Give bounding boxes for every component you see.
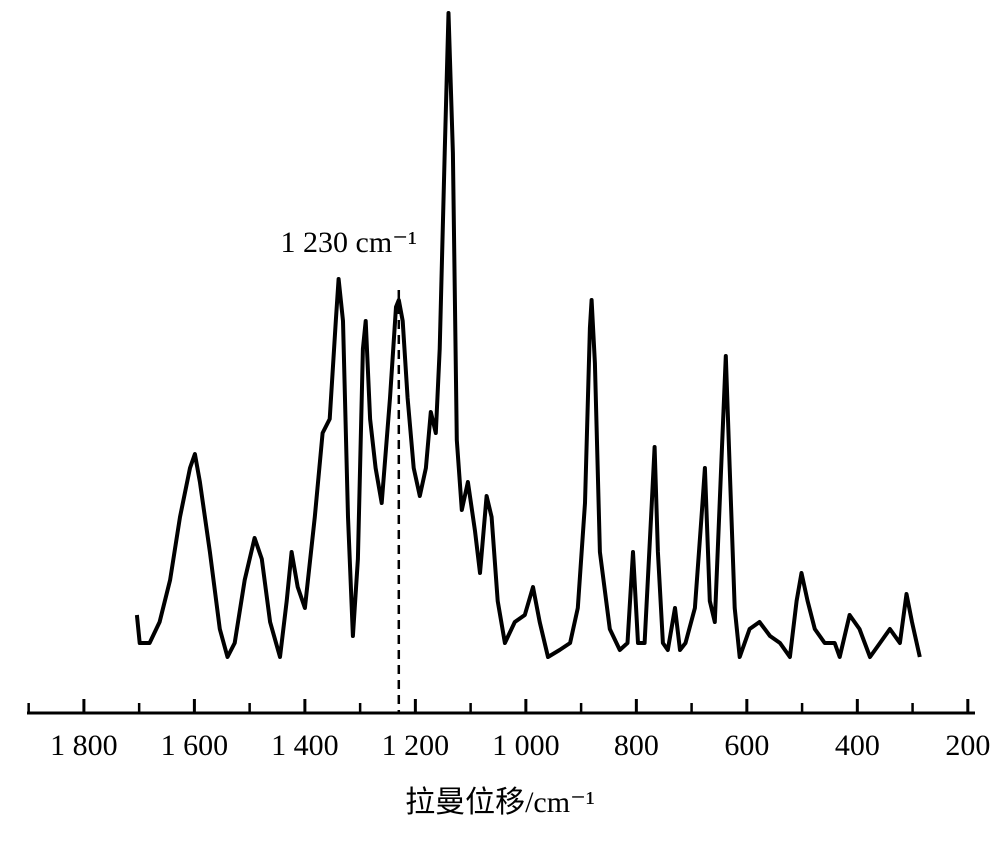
x-tick-label: 1 400: [271, 729, 339, 762]
x-tick-label: 200: [945, 729, 990, 762]
x-axis-label: 拉曼位移/cm⁻¹: [405, 786, 595, 819]
x-tick-label: 1 600: [161, 729, 229, 762]
x-tick-label: 1 800: [50, 729, 118, 762]
x-tick-label: 1 000: [492, 729, 560, 762]
x-tick-label: 600: [724, 729, 769, 762]
spectrum-line: [134, 11, 922, 659]
x-tick-label: 800: [614, 729, 659, 762]
x-tick-label: 1 200: [382, 729, 450, 762]
annotation-label: 1 230 cm⁻¹: [281, 226, 417, 259]
x-tick-label: 400: [835, 729, 880, 762]
